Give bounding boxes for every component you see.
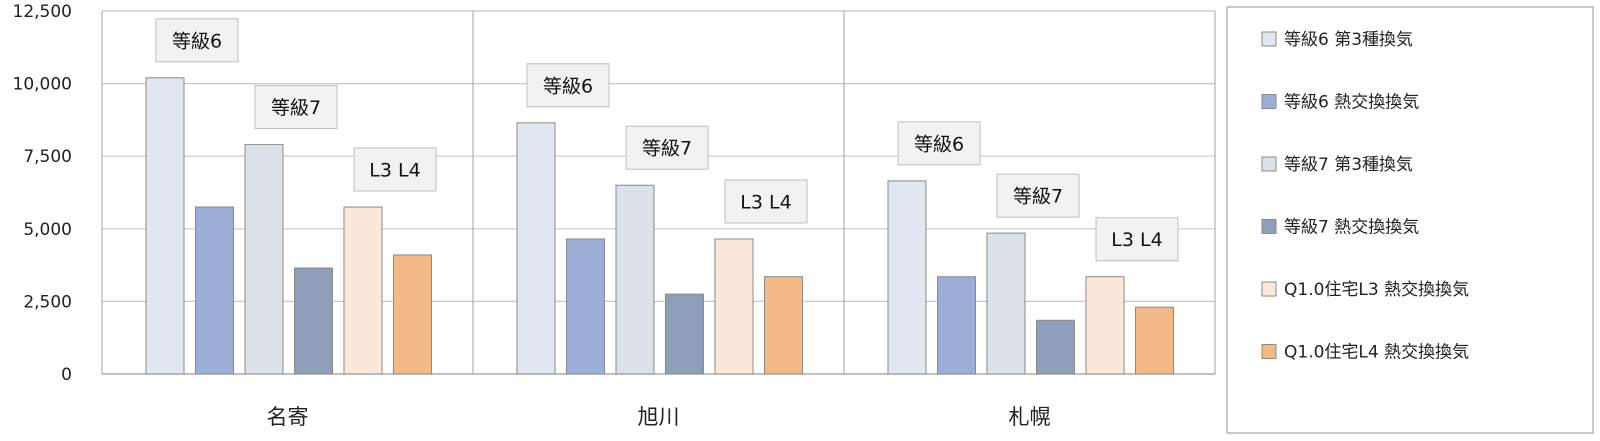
grid: [101, 10, 1216, 375]
bar: [887, 180, 927, 375]
bar: [615, 184, 655, 375]
annotation-label: 等級7: [642, 138, 692, 160]
annotation-box: [526, 63, 610, 108]
annotations: 等級6 等級7 L3 L4 等級6 等級7 L3 L4 等級6 等級7 L3 L4: [155, 18, 1179, 262]
annotation: 等級6: [526, 63, 610, 108]
bar: [937, 276, 976, 375]
legend-label: Q1.0住宅L4 熱交換換気: [1284, 343, 1469, 363]
annotation: L3 L4: [1095, 217, 1179, 262]
annotation-label: 等級6: [172, 30, 222, 52]
annotation-label: L3 L4: [369, 160, 420, 182]
legend-label: 等級6 熱交換換気: [1284, 93, 1419, 113]
annotation: 等級7: [254, 85, 338, 130]
bar: [343, 206, 383, 375]
y-tick-label: 5,000: [23, 220, 72, 240]
x-tick-label: 旭川: [638, 405, 680, 429]
legend-swatch: [1261, 31, 1277, 47]
annotation-label: L3 L4: [1111, 229, 1162, 251]
bar: [566, 238, 605, 375]
legend-swatch: [1261, 94, 1277, 109]
annotation-label: 等級7: [271, 97, 321, 119]
annotation-label: 等級6: [914, 133, 964, 155]
legend-swatch: [1261, 344, 1277, 359]
y-tick-label: 2,500: [23, 292, 72, 312]
bar: [244, 144, 284, 375]
annotation: 等級7: [996, 173, 1080, 218]
annotation-box: [254, 85, 338, 130]
annotation-label: 等級6: [543, 75, 593, 97]
legend-item: 等級6 熱交換換気: [1261, 93, 1419, 113]
legend-label: 等級7 熱交換換気: [1284, 218, 1419, 238]
annotation: 等級6: [155, 18, 239, 63]
annotation-box: [1095, 217, 1179, 262]
bar: [145, 77, 185, 375]
annotation-label: 等級7: [1013, 186, 1063, 208]
legend-swatch: [1261, 219, 1277, 234]
bar: [764, 276, 803, 375]
legend-swatch: [1261, 281, 1277, 297]
annotation: L3 L4: [353, 147, 437, 192]
legend-label: 等級6 第3種換気: [1284, 30, 1413, 50]
annotation: 等級7: [625, 125, 709, 170]
bar: [516, 122, 556, 375]
annotation-box: [353, 147, 437, 192]
annotation-box: [724, 179, 808, 224]
annotation-box: [897, 121, 981, 166]
annotation-box: [625, 125, 709, 170]
y-tick-label: 0: [61, 365, 72, 385]
bar: [294, 267, 333, 375]
legend-label: 等級7 第3種換気: [1284, 155, 1413, 175]
x-tick-label: 名寄: [267, 405, 309, 429]
y-tick-label: 12,500: [13, 2, 72, 22]
annotation: L3 L4: [724, 179, 808, 224]
x-axis: 名寄 旭川 札幌: [267, 405, 1051, 429]
bar: [986, 232, 1026, 375]
legend-item: Q1.0住宅L3 熱交換換気: [1261, 280, 1469, 300]
legend-swatch: [1261, 156, 1277, 172]
legend-label: Q1.0住宅L3 熱交換換気: [1284, 280, 1469, 300]
y-axis: 0 2,500 5,000 7,500 10,000 12,500: [13, 2, 72, 385]
bar: [1135, 306, 1174, 375]
legend-item: 等級7 熱交換換気: [1261, 218, 1419, 238]
bars: [145, 77, 1174, 375]
bar: [393, 254, 432, 375]
annotation-box: [155, 18, 239, 63]
legend-item: Q1.0住宅L4 熱交換換気: [1261, 343, 1469, 363]
bar: [714, 238, 754, 375]
annotation-label: L3 L4: [740, 191, 791, 213]
legend-frame: [1226, 6, 1594, 434]
y-tick-label: 10,000: [13, 75, 72, 95]
bar: [665, 293, 704, 375]
y-tick-label: 7,500: [23, 147, 72, 167]
x-tick-label: 札幌: [1009, 405, 1051, 429]
bar: [195, 206, 234, 375]
annotation: 等級6: [897, 121, 981, 166]
bar: [1036, 319, 1075, 375]
annotation-box: [996, 173, 1080, 218]
legend-item: 等級7 第3種換気: [1261, 155, 1413, 175]
legend-item: 等級6 第3種換気: [1261, 30, 1413, 50]
bar: [1085, 276, 1125, 375]
